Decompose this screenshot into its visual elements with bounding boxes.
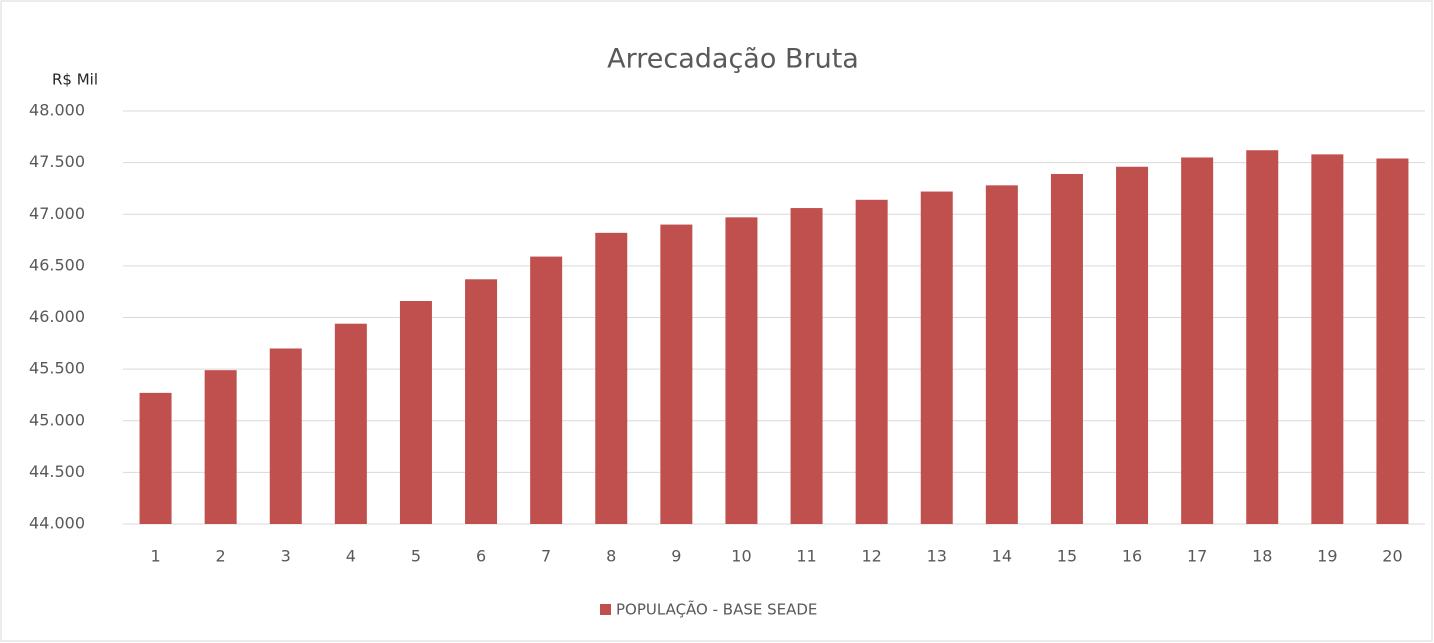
y-tick-label: 44.500 [29,462,85,481]
y-tick-label: 44.000 [29,514,85,533]
bar [1246,150,1279,525]
legend-swatch [600,604,611,615]
legend-label: POPULAÇÃO - BASE SEADE [616,600,817,619]
bar [660,224,693,524]
y-tick-label: 45.000 [29,410,85,429]
y-tick-label: 47.500 [29,152,85,171]
x-tick-label: 2 [216,547,226,566]
x-tick-label: 19 [1317,547,1337,566]
y-axis-label: R$ Mil [52,71,98,89]
bar [1181,157,1214,524]
y-tick-label: 45.500 [29,359,85,378]
x-tick-label: 1 [150,547,160,566]
x-tick-label: 6 [476,547,486,566]
x-tick-label: 18 [1252,547,1272,566]
x-tick-label: 7 [541,547,551,566]
bar [334,323,367,524]
bar [1311,154,1344,525]
bar [204,370,237,524]
x-tick-label: 16 [1122,547,1142,566]
bar [725,217,758,524]
bar [920,191,953,524]
y-tick-label: 48.000 [29,101,85,120]
bar [985,185,1018,524]
bar [465,279,498,524]
x-tick-label: 14 [992,547,1012,566]
x-tick-label: 13 [927,547,947,566]
bar [1050,173,1083,525]
bar [1116,166,1149,524]
chart-title: Arrecadação Bruta [607,44,859,75]
bar [139,392,172,524]
x-tick-label: 17 [1187,547,1207,566]
x-tick-label: 8 [606,547,616,566]
y-tick-label: 46.500 [29,255,85,274]
bar [790,208,823,524]
bar [595,232,628,524]
x-tick-label: 3 [281,547,291,566]
bar [530,256,563,524]
x-tick-label: 11 [796,547,816,566]
x-tick-label: 12 [861,547,881,566]
x-tick-label: 10 [731,547,751,566]
x-tick-label: 4 [346,547,356,566]
bar [1376,158,1409,524]
x-tick-label: 20 [1382,547,1402,566]
bar [269,348,302,524]
x-tick-label: 5 [411,547,421,566]
x-tick-label: 15 [1057,547,1077,566]
bar [399,300,432,524]
y-tick-label: 47.000 [29,204,85,223]
y-tick-label: 46.000 [29,307,85,326]
bar [855,199,888,525]
x-tick-label: 9 [671,547,681,566]
